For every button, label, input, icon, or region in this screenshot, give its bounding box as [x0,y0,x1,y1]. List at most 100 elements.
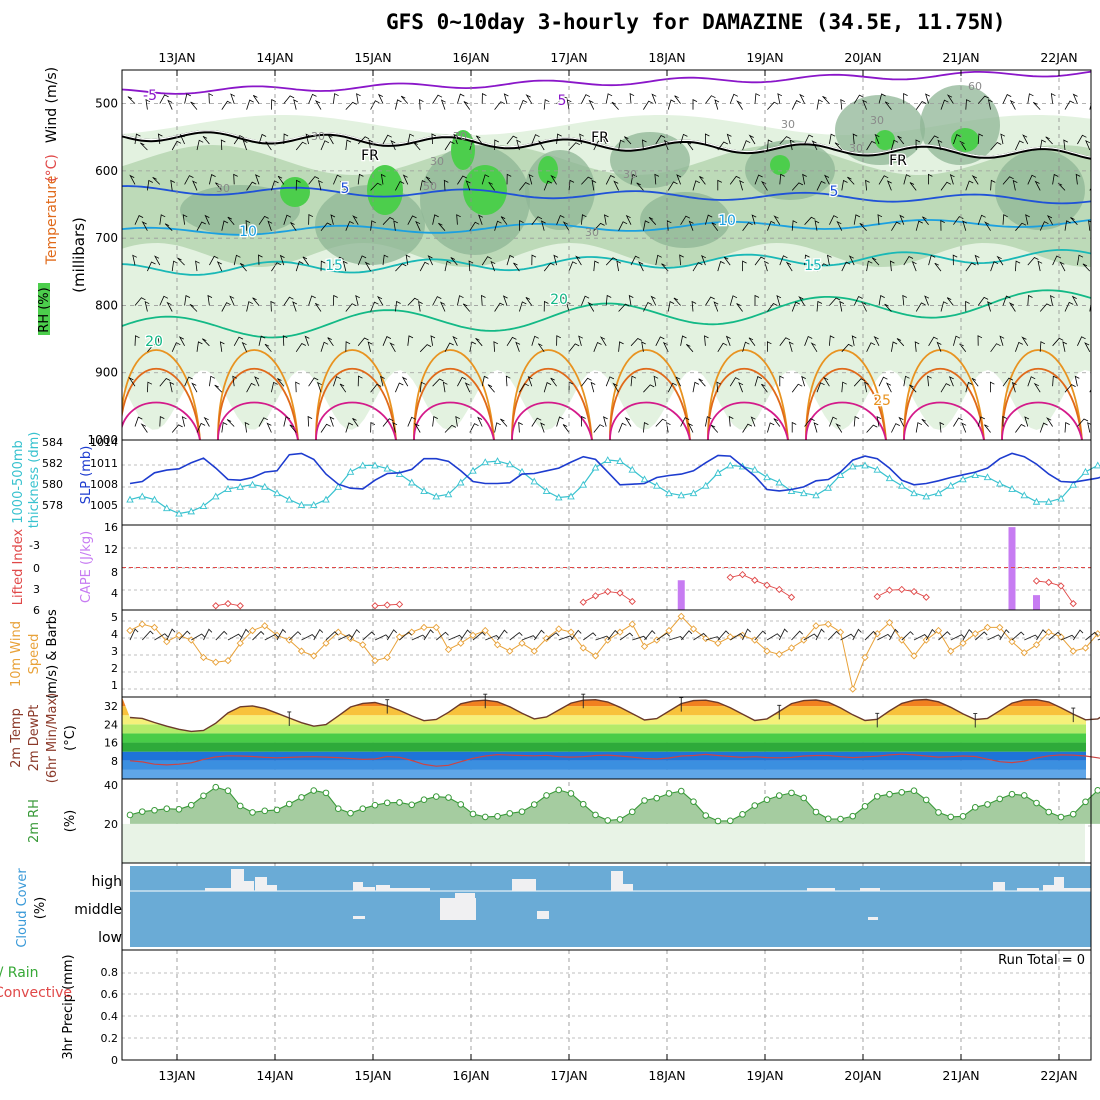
wind-barb [357,173,364,185]
rh2m-series-point [739,811,746,818]
wind-barb [295,141,307,151]
wind-barb [444,342,454,352]
wind-barb [630,375,637,387]
wind-barb [468,260,474,272]
wind-barb [258,215,269,225]
wind-speed-series-point [420,623,428,632]
cloud-block [807,888,835,891]
panel-frame [121,949,1092,1061]
thickness-series-point [383,464,392,472]
pressure-tick-label: 900 [95,366,118,380]
wind-barb [799,93,805,104]
wind-barb [705,95,716,104]
rh2m-series-point [126,811,134,819]
wind-barb [475,337,483,347]
wind-barb [915,100,927,110]
pressure-tick-label: 700 [95,231,118,245]
wind-barb [587,301,595,312]
wind-barb [562,221,570,231]
rh2m-series-point [616,816,624,823]
wind-speed-series-point [628,620,636,628]
surface-wind-barb [191,633,206,641]
wind-speed-series-point [775,650,783,658]
wind-barb [1064,384,1076,393]
wind-barb [946,297,954,306]
wind-barb [431,133,437,145]
wind-barb [618,303,630,312]
thickness-series-point [469,466,477,474]
wind-barb [245,220,251,231]
rh2m-series-point [347,809,354,817]
wind-barb [716,381,722,393]
wind-barb [147,381,153,393]
wind-barb [816,263,828,272]
wind-barb [984,221,991,231]
wind-barb [189,304,198,312]
wind-barb [1072,93,1078,104]
lifted-index-series-point [738,570,747,579]
wind-barb [600,134,607,145]
wind-barb [171,342,181,352]
wind-barb [556,335,561,346]
thickness-series-point [665,489,673,497]
rh2m-series-point [579,800,587,808]
wind-barb [134,297,146,306]
wind-tick-label: 1 [111,679,118,692]
wind-barb [556,95,568,104]
contour-label: 20 [145,334,163,350]
wind-barb [705,214,713,225]
wind-barb [680,215,691,225]
wind-barb [593,341,602,352]
cloud-block [231,869,244,891]
wind-barb [295,342,306,353]
wind-barb [864,381,869,393]
wind-barb [418,300,423,312]
wind-barb [829,297,841,306]
wind-barb [643,421,649,433]
contour-label: FR [889,153,907,169]
wind-barb [152,176,161,185]
rh2m-series-point [163,805,171,812]
thickness-series-point [799,489,808,497]
axis-label-slp: SLP (mb) [79,446,94,505]
wind-barb [527,375,533,387]
wind-barb [192,180,198,191]
wind-barb [469,221,480,231]
wind-barb [891,423,900,433]
wind-barb [1057,182,1066,191]
cloud-block [363,887,375,891]
wind-barb [816,382,825,393]
wind-barb [209,255,219,266]
lifted-index-series-point [1057,582,1065,590]
wind-barb [169,381,175,393]
wind-speed-series-point [1069,647,1077,655]
rh2m-series-point [910,787,918,795]
surface-wind-barb [448,634,463,641]
wind-barb [477,416,483,427]
wind-barb [961,422,967,433]
wind-barb [370,220,376,231]
wind-barb [1021,336,1029,347]
wind-barb [990,343,1001,353]
thickness-series-point [579,480,588,488]
rh2m-series-point [935,809,942,816]
rh2m-series-point [285,800,293,808]
rh2m-series-point [567,790,575,797]
thickness-series-point [787,487,796,495]
axis-label-cloud-units: (%) [33,897,48,920]
wind-speed-series-point [983,623,992,632]
axis-label-minmax: (6hr Min/Max) [45,693,60,783]
wind-barb [440,99,446,110]
wind-barb [836,220,843,231]
wind-barb [613,180,619,191]
wind-barb [469,139,477,151]
wind-speed-series-point [959,639,967,647]
wind-barb [798,296,805,306]
wind-barb [1085,139,1091,151]
rh-legend-swatch [38,283,50,335]
wind-barb [277,378,285,387]
cape-bar [1008,527,1016,610]
thickness-series-point [187,507,196,515]
wind-barb [611,101,619,110]
day-label-top: 22JAN [1040,50,1077,65]
